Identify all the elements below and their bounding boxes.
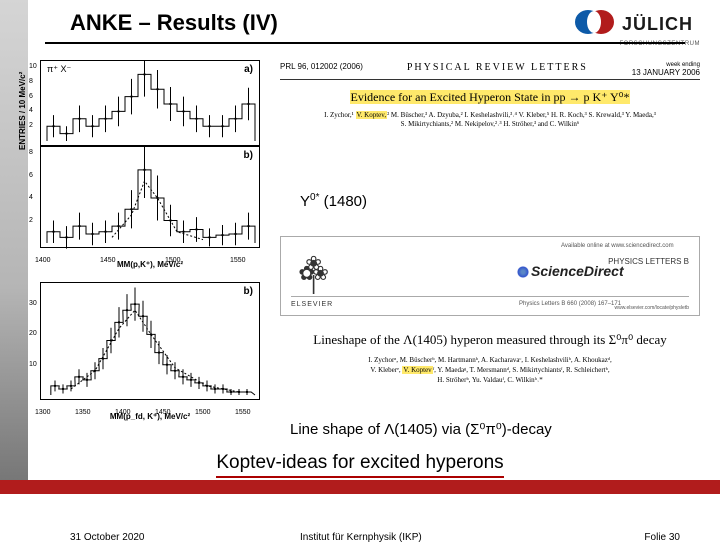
paper2-authors: I. Zychorᵃ, M. Büscherᵇ, M. Hartmannᵇ, A… <box>280 356 700 385</box>
y-axis-label: ENTRIES / 10 MeV/c² <box>18 72 27 150</box>
tree-icon: ❀✿❀| <box>298 259 326 289</box>
prl-journal: PHYSICAL REVIEW LETTERS <box>407 62 588 77</box>
sd-dot-icon <box>517 266 529 278</box>
sd-ref: Physics Letters B 660 (2008) 167–171 <box>519 301 621 307</box>
sd-url: www.elsevier.com/locate/physletb <box>615 305 689 311</box>
footer-inst: Institut für Kernphysik (IKP) <box>300 532 422 543</box>
callout-lineshape: Line shape of Λ(1405) via (Σ⁰π⁰)-decay <box>290 420 552 438</box>
prl-title-text: Evidence for an Excited Hyperon State in… <box>280 90 700 105</box>
logo-text: JÜLICH <box>622 14 693 35</box>
plot-b2-svg <box>41 283 261 401</box>
prl-cite: PRL 96, 012002 (2006) <box>280 62 363 77</box>
plot-b2: b) 102030 130013501400145015001550 MM(p_… <box>40 282 260 400</box>
hl-author2: V. Koptev <box>402 366 432 374</box>
plot-a-toplabel: π⁺ X⁻ <box>47 64 71 75</box>
elsevier-text: ELSEVIER <box>291 301 333 308</box>
sd-rule <box>291 296 689 297</box>
footer-folie: Folie 30 <box>644 532 680 543</box>
prl-date: 13 JANUARY 2006 <box>632 68 700 77</box>
plot-a-svg <box>41 61 261 147</box>
callout-y1480: Y0* (1480) <box>300 192 367 210</box>
plot-a: π⁺ X⁻ a) 246810 <box>40 60 260 146</box>
prl-authors: I. Zychor,¹ V. Koptev,² M. Büscher,³ A. … <box>280 111 700 129</box>
plots-column: ENTRIES / 10 MeV/c² π⁺ X⁻ a) 246810 b) 2… <box>40 60 260 400</box>
sciencedirect-box: ❀✿❀| ELSEVIER Available online at www.sc… <box>280 236 700 316</box>
footer-date: 31 October 2020 <box>70 532 145 543</box>
prl-header: PRL 96, 012002 (2006) PHYSICAL REVIEW LE… <box>280 62 700 129</box>
koptev-summary: Koptev-ideas for excited hyperons <box>0 452 720 478</box>
plot-b2-tag: b) <box>244 286 253 297</box>
paper2-title: Lineshape of the Λ(1405) hyperon measure… <box>280 332 700 348</box>
hl-author: V. Koptev, <box>356 111 388 119</box>
slide-title: ANKE – Results (IV) <box>70 10 278 36</box>
plot-b1: b) 2468 1400145015001550 MM(p,K⁺), MeV/c… <box>40 146 260 248</box>
plot-b1-tag: b) <box>244 150 253 161</box>
plot-a-tag: a) <box>244 64 253 75</box>
plot-b2-xlabel: MM(p_fd, K⁺), MeV/c² <box>41 412 259 421</box>
title-rule <box>45 42 685 44</box>
elsevier-logo: ❀✿❀| ELSEVIER <box>291 259 333 308</box>
koptev-text: Koptev-ideas for excited hyperons <box>216 452 503 478</box>
prl-evidence: Evidence for an Excited Hyperon State in… <box>350 90 631 104</box>
sd-avail: Available online at www.sciencedirect.co… <box>561 243 674 249</box>
plot-b1-svg <box>41 147 261 249</box>
red-strip <box>0 480 720 494</box>
sd-plb: PHYSICS LETTERS B <box>608 257 689 266</box>
plot-b1-xlabel: MM(p,K⁺), MeV/c² <box>41 260 259 269</box>
logo-icon <box>574 8 614 41</box>
